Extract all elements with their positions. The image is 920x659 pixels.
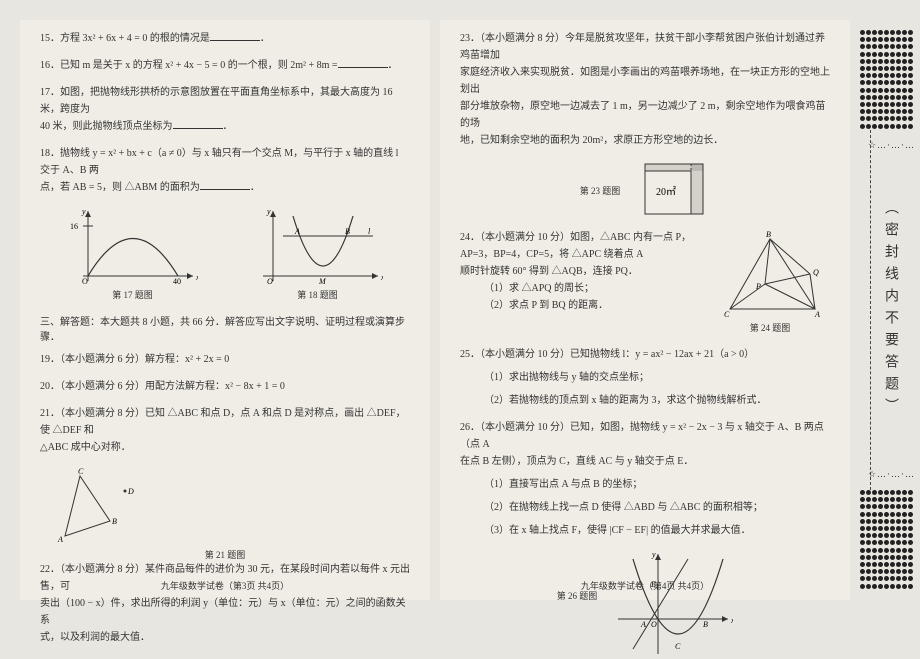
q15-text: 15．方程 3x² + 6x + 4 = 0 的根的情况是 xyxy=(40,33,210,44)
timing-dots-top xyxy=(860,30,915,130)
q23-line2: 家庭经济收入来实现脱贫．如图是小李画出的鸡苗喂养场地，在一块正方形的空地上划出 xyxy=(460,67,830,95)
svg-text:O: O xyxy=(82,277,88,286)
q15: 15．方程 3x² + 6x + 4 = 0 的根的情况是． xyxy=(40,30,410,47)
svg-text:l: l xyxy=(368,227,371,236)
svg-text:B: B xyxy=(766,230,771,239)
star-marker-bottom: ☆…·…·… xyxy=(868,469,915,480)
fig23-row: 第 23 题图 20㎡ xyxy=(460,159,830,219)
q19: 19．（本小题满分 6 分）解方程：x² + 2x = 0 xyxy=(40,351,410,368)
page-4: 23．（本小题满分 8 分）今年是脱贫攻坚年，扶贫干部小李帮贫困户张伯计划通过养… xyxy=(440,20,850,600)
fig24-svg: C A B P Q xyxy=(710,229,830,319)
blank xyxy=(173,119,223,129)
svg-text:A: A xyxy=(814,310,820,319)
q25-sub1: （1）求出抛物线与 y 轴的交点坐标； xyxy=(460,369,830,386)
q23: 23．（本小题满分 8 分）今年是脱贫攻坚年，扶贫干部小李帮贫困户张伯计划通过养… xyxy=(460,30,830,149)
q26-line2: 在点 B 左侧），顶点为 C，直线 AC 与 y 轴交于点 E． xyxy=(460,456,693,467)
fig17-caption: 第 17 题图 xyxy=(68,288,198,301)
q26-sub1: （1）直接写出点 A 与点 B 的坐标； xyxy=(460,476,830,493)
q22-line2: 卖出（100 − x）件，求出所得的利润 y（单位：元）与 x（单位：元）之间的… xyxy=(40,598,406,626)
fig24-caption: 第 24 题图 xyxy=(710,321,830,336)
svg-text:O: O xyxy=(267,277,273,286)
svg-text:B: B xyxy=(112,517,117,526)
svg-text:40: 40 xyxy=(173,277,181,286)
fig21-svg: C D B A xyxy=(40,466,150,546)
answer-sheet-edge: （密封线内不要答题） ☆…·…·… ☆…·…·… xyxy=(860,30,915,590)
fig24-wrap: C A B P Q 第 24 题图 xyxy=(710,229,830,336)
footer-left: 九年级数学试卷（第3页 共4页） xyxy=(20,579,430,592)
q16: 16．已知 m 是关于 x 的方程 x² + 4x − 5 = 0 的一个根，则… xyxy=(40,57,410,74)
q25-line1: 25．（本小题满分 10 分）已知抛物线 l：y = ax² − 12ax + … xyxy=(460,349,754,360)
svg-text:C: C xyxy=(675,642,681,651)
q26-sub2: （2）在抛物线上找一点 D 使得 △ABD 与 △ABC 的面积相等； xyxy=(460,499,830,516)
q24-line2: 顺时针旋转 60° 得到 △AQB，连接 PQ． xyxy=(460,266,638,277)
q22: 22．（本小题满分 8 分）某件商品每件的进价为 30 元，在某段时间内若以每件… xyxy=(40,561,410,646)
svg-text:y: y xyxy=(651,550,656,559)
svg-text:16: 16 xyxy=(70,222,78,231)
fig21-caption: 第 21 题图 xyxy=(40,548,410,561)
fig18-svg: A B l M O x y xyxy=(253,206,383,286)
svg-text:C: C xyxy=(724,310,730,319)
fig17-svg: 16 O 40 x y xyxy=(68,206,198,286)
svg-text:A: A xyxy=(294,227,300,236)
q23-line4: 地，已知剩余空地的面积为 20m²，求原正方形空地的边长． xyxy=(460,135,723,146)
svg-text:x: x xyxy=(195,273,198,282)
star-marker-top: ☆…·…·… xyxy=(868,140,915,151)
q23-line1: 23．（本小题满分 8 分）今年是脱贫攻坚年，扶贫干部小李帮贫困户张伯计划通过养… xyxy=(460,33,825,61)
q21-line1: 21．（本小题满分 8 分）已知 △ABC 和点 D，点 A 和点 D 是对称点… xyxy=(40,408,406,436)
page-3: 15．方程 3x² + 6x + 4 = 0 的根的情况是． 16．已知 m 是… xyxy=(20,20,430,600)
fig23-svg: 20㎡ xyxy=(640,159,710,219)
svg-text:Q: Q xyxy=(813,268,819,277)
q22-line3: 式，以及利润的最大值． xyxy=(40,632,150,643)
q24-line1: 24．（本小题满分 10 分）如图，△ABC 内有一点 P，AP=3，BP=4，… xyxy=(460,232,691,260)
q21-line2: △ABC 成中心对称． xyxy=(40,442,131,453)
q17-line1: 17．如图，把抛物线形拱桥的示意图放置在平面直角坐标系中，其最大高度为 16 米… xyxy=(40,87,393,115)
q18-line1: 18．抛物线 y = x² + bx + c（a ≠ 0）与 x 轴只有一个交点… xyxy=(40,148,398,176)
q26-sub3: （3）在 x 轴上找点 F，使得 |CF − EF| 的值最大并求最大值． xyxy=(460,522,830,539)
seal-line xyxy=(870,130,871,490)
q18-line2: 点，若 AB = 5，则 △ABM 的面积为 xyxy=(40,182,200,193)
svg-text:y: y xyxy=(266,207,271,216)
blank xyxy=(200,180,250,190)
q25: 25．（本小题满分 10 分）已知抛物线 l：y = ax² − 12ax + … xyxy=(460,346,830,409)
q16-text: 16．已知 m 是关于 x 的方程 x² + 4x − 5 = 0 的一个根，则… xyxy=(40,60,338,71)
svg-text:D: D xyxy=(127,487,134,496)
fig18-caption: 第 18 题图 xyxy=(253,288,383,301)
svg-text:C: C xyxy=(78,467,84,476)
svg-text:A: A xyxy=(57,535,63,544)
blank xyxy=(338,58,388,68)
svg-text:B: B xyxy=(345,227,350,236)
svg-text:M: M xyxy=(318,277,327,286)
fig18: A B l M O x y 第 18 题图 xyxy=(253,206,383,301)
fig23-label: 20㎡ xyxy=(656,186,676,198)
figure-row-17-18: 16 O 40 x y 第 17 题图 A B l M O x xyxy=(40,206,410,301)
footer-right: 九年级数学试卷（第4页 共4页） xyxy=(440,579,850,592)
svg-text:x: x xyxy=(730,616,733,625)
q25-sub2: （2）若抛物线的顶点到 x 轴的距离为 3，求这个抛物线解析式． xyxy=(460,392,830,409)
q26: 26．（本小题满分 10 分）已知，如图，抛物线 y = x² − 2x − 3… xyxy=(460,419,830,539)
q17-line2: 40 米，则此抛物线顶点坐标为 xyxy=(40,121,173,132)
fig21-wrap: C D B A 第 21 题图 xyxy=(40,466,410,561)
svg-text:x: x xyxy=(380,273,383,282)
section-3-title: 三、解答题：本大题共 8 小题，共 66 分．解答应写出文字说明、证明过程或演算… xyxy=(40,313,410,343)
q17: 17．如图，把抛物线形拱桥的示意图放置在平面直角坐标系中，其最大高度为 16 米… xyxy=(40,84,410,135)
fig26-row: 第 26 题图 O x y A B C E xyxy=(460,549,830,659)
fig17: 16 O 40 x y 第 17 题图 xyxy=(68,206,198,301)
q21: 21．（本小题满分 8 分）已知 △ABC 和点 D，点 A 和点 D 是对称点… xyxy=(40,405,410,456)
fig26-svg: O x y A B C E xyxy=(613,549,733,659)
q18: 18．抛物线 y = x² + bx + c（a ≠ 0）与 x 轴只有一个交点… xyxy=(40,145,410,196)
seal-text: （密封线内不要答题） xyxy=(880,200,900,420)
q23-line3: 部分堆放杂物，原空地一边减去了 1 m，另一边减少了 2 m，剩余空地作为喂食鸡… xyxy=(460,101,826,129)
svg-text:y: y xyxy=(81,207,86,216)
timing-dots-bottom xyxy=(860,490,915,590)
svg-text:P: P xyxy=(755,282,761,291)
blank xyxy=(210,31,260,41)
q26-line1: 26．（本小题满分 10 分）已知，如图，抛物线 y = x² − 2x − 3… xyxy=(460,422,824,450)
fig23-caption: 第 23 题图 xyxy=(580,184,621,197)
q24: C A B P Q 第 24 题图 24．（本小题满分 10 分）如图，△ABC… xyxy=(460,229,830,336)
q20: 20．（本小题满分 6 分）用配方法解方程：x² − 8x + 1 = 0 xyxy=(40,378,410,395)
